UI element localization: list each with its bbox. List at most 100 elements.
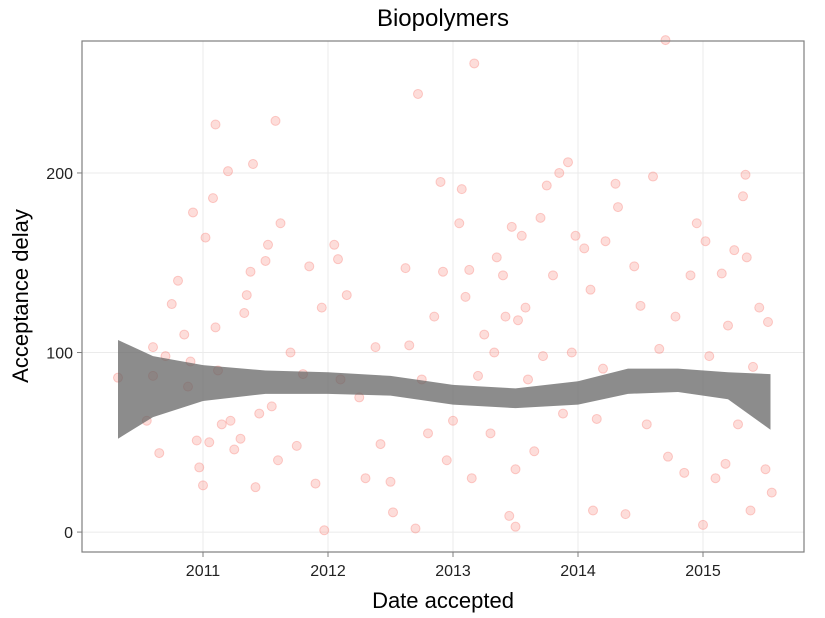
point — [663, 451, 673, 462]
point — [441, 455, 452, 466]
point — [598, 363, 608, 374]
point — [548, 270, 558, 281]
point — [760, 464, 771, 475]
point — [341, 290, 352, 301]
point — [270, 115, 281, 126]
point — [660, 35, 671, 46]
point — [435, 176, 446, 187]
point — [229, 444, 240, 455]
point — [741, 252, 752, 263]
point — [740, 169, 751, 180]
point — [385, 476, 396, 487]
point — [200, 232, 211, 243]
chart-title: Biopolymers — [377, 5, 509, 32]
point — [691, 218, 702, 229]
point — [720, 458, 731, 469]
point — [448, 415, 458, 426]
point — [629, 261, 640, 272]
point — [208, 193, 218, 204]
point — [510, 464, 521, 475]
point — [210, 119, 221, 130]
point — [570, 230, 581, 241]
x-axis-label: Date accepted — [372, 588, 514, 613]
point — [506, 221, 517, 232]
point — [210, 322, 221, 333]
point — [754, 302, 765, 313]
point — [148, 342, 158, 353]
point — [266, 401, 277, 412]
point — [523, 374, 533, 385]
point — [541, 180, 552, 191]
point — [520, 302, 531, 313]
point — [310, 478, 321, 489]
point — [469, 58, 480, 69]
point — [685, 270, 696, 281]
point — [423, 428, 433, 439]
point — [700, 236, 711, 247]
point — [191, 435, 202, 446]
point — [304, 261, 315, 272]
x-tick-label: 2012 — [310, 563, 346, 580]
point — [400, 263, 411, 274]
point — [648, 171, 658, 182]
y-tick-label: 0 — [64, 525, 73, 542]
point — [620, 509, 631, 520]
point — [566, 347, 577, 358]
point — [591, 413, 602, 424]
point — [563, 157, 573, 168]
point — [489, 347, 500, 358]
point — [729, 245, 740, 256]
point — [554, 167, 565, 178]
point — [413, 88, 423, 99]
point — [245, 266, 256, 277]
point — [410, 523, 421, 534]
point — [194, 462, 205, 473]
point — [254, 408, 265, 419]
x-tick-label: 2011 — [186, 563, 221, 580]
point — [438, 266, 448, 277]
point — [710, 473, 721, 484]
panel — [82, 41, 804, 552]
point — [248, 158, 258, 169]
point — [319, 525, 330, 536]
point — [291, 440, 302, 451]
point — [588, 505, 598, 516]
point — [464, 264, 475, 275]
point — [473, 370, 483, 381]
point — [600, 236, 611, 247]
point — [745, 505, 756, 516]
point — [429, 311, 440, 322]
point — [250, 482, 261, 493]
point — [456, 184, 467, 195]
point — [704, 351, 715, 362]
point — [610, 178, 621, 189]
point — [479, 329, 490, 340]
point — [635, 300, 646, 311]
point — [613, 202, 623, 213]
point — [485, 428, 496, 439]
point — [273, 455, 283, 466]
point — [670, 311, 681, 322]
point — [260, 255, 271, 266]
point — [188, 207, 198, 218]
smooth-band — [118, 339, 771, 439]
point — [763, 316, 773, 327]
y-tick-label: 200 — [46, 166, 73, 183]
point — [733, 419, 743, 430]
point — [679, 467, 690, 478]
point — [166, 299, 177, 310]
x-tick-label: 2014 — [560, 563, 596, 580]
point — [173, 275, 183, 286]
point — [510, 521, 521, 532]
point — [516, 230, 527, 241]
point — [535, 212, 546, 223]
point — [388, 507, 398, 518]
point — [641, 419, 652, 430]
point — [241, 290, 252, 301]
point — [723, 320, 733, 331]
point — [329, 239, 340, 250]
point — [198, 480, 208, 491]
point — [225, 415, 236, 426]
point — [316, 302, 327, 313]
